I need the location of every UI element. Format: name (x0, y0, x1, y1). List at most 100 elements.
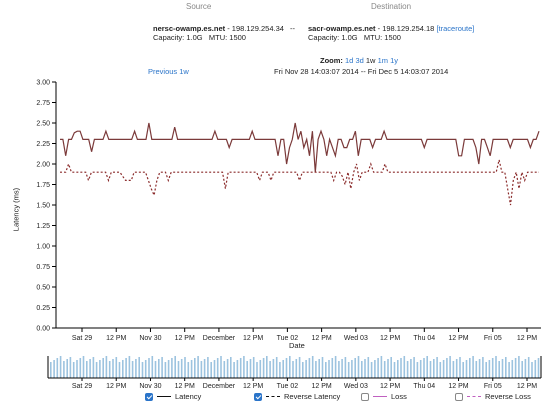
brush-bar (338, 361, 340, 378)
brush-bar (262, 358, 265, 378)
brush-bar (108, 361, 111, 378)
brush-bar (469, 358, 471, 378)
brush-bar (138, 357, 140, 378)
brush-bar (167, 360, 170, 378)
brush-bar (531, 362, 533, 378)
brush-bar (200, 361, 203, 378)
brush-bar (76, 360, 78, 378)
brush-bar (308, 358, 311, 378)
zoom-1m[interactable]: 1m (377, 56, 388, 65)
brush-bar (416, 362, 419, 378)
brush-bar (328, 360, 330, 378)
brush-bar (112, 359, 114, 378)
brush-x-tick-label: December (203, 383, 236, 390)
destination-host-block: sacr-owamp.es.net - 198.129.254.18 [trac… (308, 24, 474, 42)
brush-bar (171, 358, 173, 378)
brush-bar (50, 362, 52, 378)
brush-bar (403, 356, 406, 378)
x-tick-label: 12 PM (380, 335, 400, 342)
brush-bar (279, 362, 281, 378)
zoom-1d[interactable]: 1d (345, 56, 354, 65)
zoom-3d[interactable]: 3d (355, 56, 364, 65)
zoom-1y[interactable]: 1y (390, 56, 399, 65)
brush-bar (180, 359, 183, 378)
brush-bar (223, 361, 226, 378)
loss-checkbox[interactable] (361, 392, 369, 401)
brush-bar (495, 356, 497, 378)
reverse-latency-swatch (266, 396, 280, 397)
brush-bar (347, 362, 350, 378)
latency-swatch (157, 396, 171, 397)
reverse-loss-swatch (467, 396, 481, 397)
brush-bar (442, 360, 445, 378)
zoom-1w[interactable]: 1w (365, 56, 376, 65)
brush-bar (462, 362, 464, 378)
brush-bar (256, 362, 258, 378)
brush-bar (59, 356, 62, 378)
brush-bar (449, 356, 451, 378)
brush-bar (89, 359, 91, 378)
previous-week-link[interactable]: Previous 1w (148, 67, 189, 76)
legend-loss[interactable]: Loss (361, 392, 407, 401)
brush-bar (325, 362, 327, 378)
brush-bar (164, 362, 167, 378)
y-tick-label: 2.00 (36, 162, 50, 169)
y-tick-label: 2.50 (36, 121, 50, 128)
brush-bar (266, 356, 268, 378)
y-tick-label: 1.50 (36, 203, 50, 210)
reverse-latency-checkbox[interactable] (254, 392, 262, 401)
source-capacity: Capacity: 1.0G (153, 33, 203, 42)
brush-bar (194, 358, 196, 378)
brush-bar (527, 357, 530, 378)
brush-bar (298, 357, 301, 378)
brush-x-tick-label: Thu 04 (413, 383, 435, 390)
brush-bar (498, 361, 500, 378)
brush-bar (63, 361, 65, 378)
x-tick-label: 12 PM (448, 335, 468, 342)
brush-bar (282, 360, 284, 378)
legend-latency[interactable]: Latency (145, 392, 201, 401)
brush-bar (72, 362, 75, 378)
brush-bar (393, 362, 396, 378)
destination-capacity: Capacity: 1.0G (308, 33, 358, 42)
brush-bar (246, 361, 248, 378)
brush-bar (305, 360, 307, 378)
source-ip: - 198.129.254.34 (227, 24, 284, 33)
brush-bar (69, 357, 72, 378)
brush-bar (413, 357, 415, 378)
brush-bar (511, 360, 514, 378)
brush-bar (367, 357, 370, 378)
brush-x-tick-label: Nov 30 (139, 383, 161, 390)
traceroute-link[interactable]: [traceroute] (436, 24, 475, 33)
latency-checkbox[interactable] (145, 392, 153, 401)
x-tick-label: Fri 05 (484, 335, 502, 342)
x-tick-label: 12 PM (517, 335, 537, 342)
source-host-block: nersc-owamp.es.net - 198.129.254.34 Capa… (153, 24, 284, 42)
brush-bar (295, 359, 298, 378)
legend-reverse-latency-label: Reverse Latency (284, 392, 341, 401)
brush-bar (488, 360, 491, 378)
latency-chart[interactable]: 0.00 0.25 0.50 0.75 1.00 1.25 1.50 1.75 2.00 2.25… (0, 0, 550, 390)
brush-bar (236, 360, 239, 378)
brush-bar (518, 356, 520, 378)
brush-x-tick-label: 12 PM (311, 383, 331, 390)
legend-reverse-latency[interactable]: Reverse Latency (254, 392, 340, 401)
brush-bar (177, 361, 180, 378)
brush-bar (220, 356, 222, 378)
brush-bar (197, 356, 199, 378)
brush-bar (380, 356, 383, 378)
brush-bar (174, 356, 176, 378)
brush-bar (364, 359, 366, 378)
reverse-loss-checkbox[interactable] (455, 392, 463, 401)
reverse-latency-line (60, 159, 539, 206)
x-tick-label: 12 PM (106, 335, 126, 342)
legend-latency-label: Latency (175, 392, 202, 401)
brush-bar (370, 362, 373, 378)
brush-bar (315, 361, 317, 378)
brush-x-tick-label: 12 PM (448, 383, 468, 390)
legend-reverse-loss[interactable]: Reverse Loss (455, 392, 531, 401)
y-tick-label: 2.25 (36, 141, 50, 148)
brush-bar (135, 359, 137, 378)
brush-bar (203, 359, 206, 378)
brush-bar (357, 356, 360, 378)
